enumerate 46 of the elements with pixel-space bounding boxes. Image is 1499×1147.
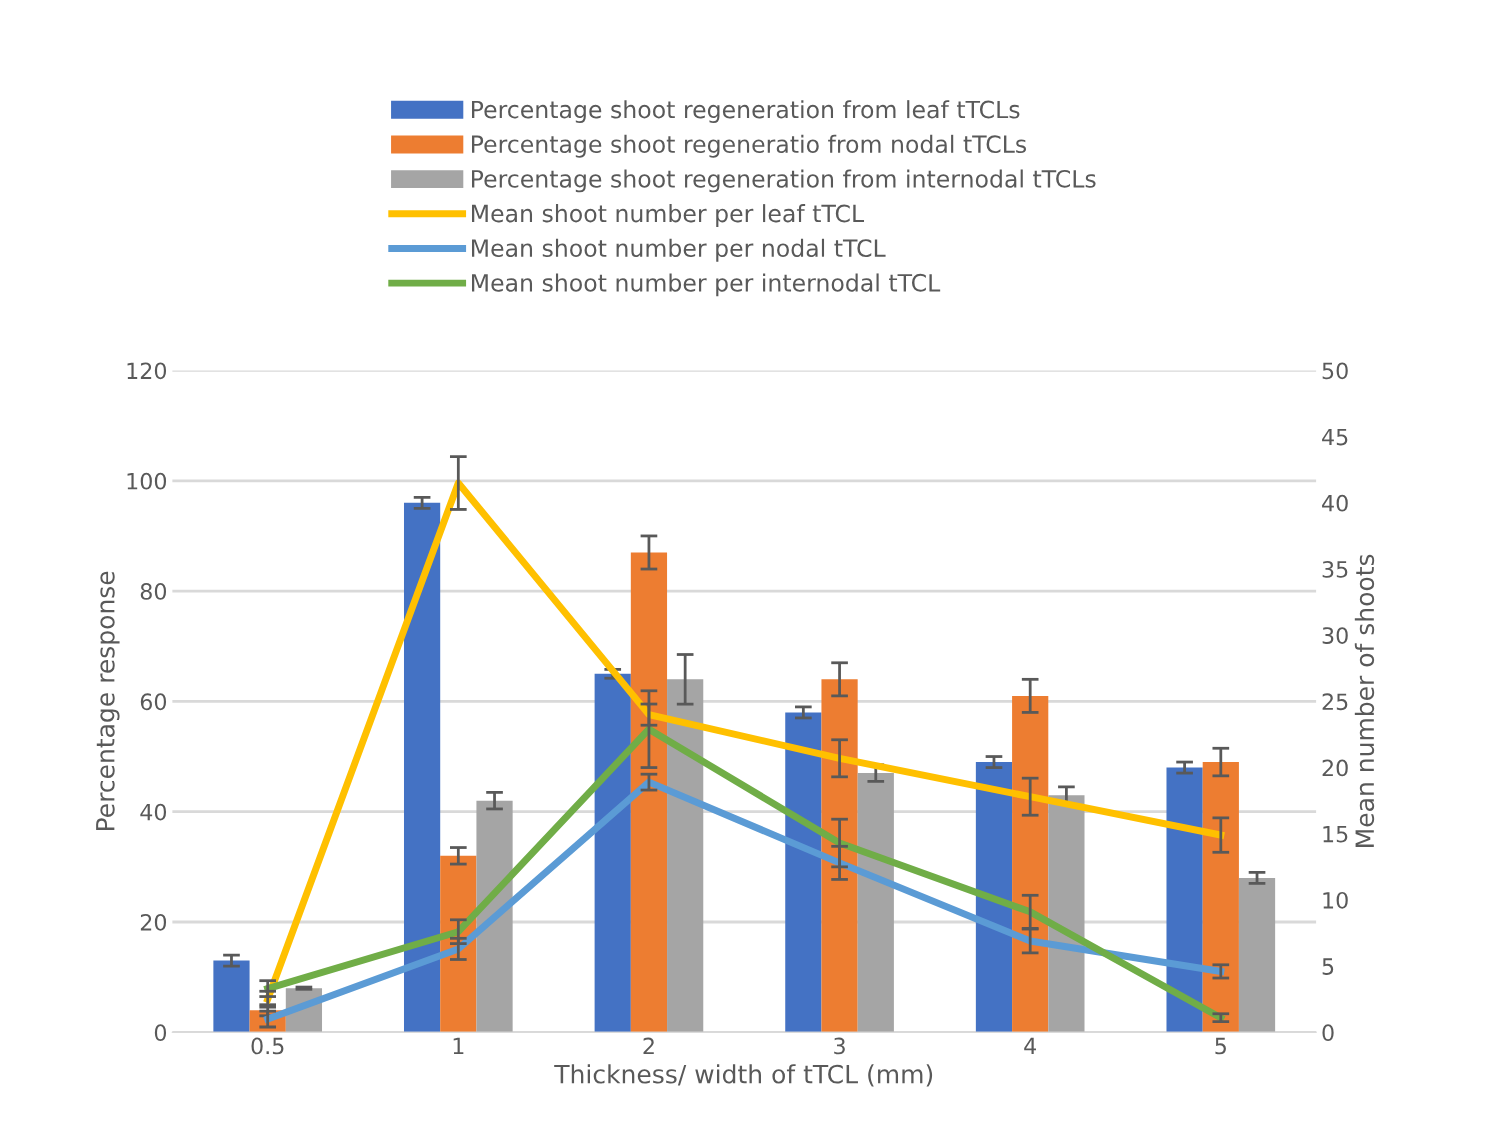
y-tick-label: 100 [127, 472, 167, 490]
x-tick-label: 4 [1024, 1037, 1037, 1055]
x-tick-label: 2 [643, 1037, 654, 1055]
x-tick-label: 1 [453, 1037, 464, 1055]
y2-tick-label: 40 [1322, 494, 1348, 512]
y2-tick-label: 35 [1322, 560, 1348, 578]
y2-tick-label: 0 [1322, 1024, 1334, 1042]
bar [1238, 877, 1276, 1033]
y-axis-title: Percentage response [96, 571, 120, 830]
legend-label: Mean shoot number per internodal tTCL [472, 273, 941, 297]
y-tick-label: 60 [140, 693, 167, 711]
legend-label: Percentage shoot regeneratio from nodal tTCLs [472, 134, 1027, 158]
bar [785, 712, 822, 1033]
y-tick-label: 80 [140, 583, 167, 600]
y2-tick-label: 25 [1322, 693, 1348, 711]
y2-tick-label: 50 [1322, 362, 1348, 380]
bar [1202, 762, 1239, 1033]
x-tick-label: 0.5 [251, 1037, 284, 1055]
bar [594, 673, 631, 1033]
x-tick-label: 5 [1215, 1037, 1226, 1055]
bar [667, 679, 704, 1033]
y-tick-label: 20 [140, 913, 167, 931]
y2-tick-label: 10 [1323, 891, 1348, 909]
y-tick-label: 0 [154, 1024, 167, 1042]
y2-tick-label: 20 [1322, 759, 1348, 777]
legend-label: Percentage shoot regeneration from internodal tTCLs [472, 169, 1096, 193]
bar [975, 762, 1013, 1033]
y2-tick-label: 30 [1322, 627, 1348, 644]
x-tick-label: 3 [834, 1037, 845, 1055]
legend-label: Percentage shoot regeneration from leaf tTCLs [472, 100, 1020, 123]
y2-tick-label: 5 [1322, 958, 1334, 975]
bar [213, 960, 250, 1033]
bar [857, 773, 894, 1033]
bar [1166, 767, 1203, 1033]
bar [403, 502, 441, 1033]
y2-tick-label: 15 [1323, 826, 1348, 843]
bar [821, 679, 858, 1033]
legend-label: Mean shoot number per nodal tTCL [472, 238, 886, 262]
y2-tick-label: 45 [1322, 428, 1348, 446]
y2-axis-title: Mean number of shoots [1354, 554, 1375, 847]
y-tick-label: 120 [127, 362, 167, 380]
bar [1048, 795, 1085, 1033]
legend-label: Mean shoot number per leaf tTCL [472, 204, 865, 227]
y-tick-label: 40 [140, 803, 167, 821]
bar [476, 800, 513, 1033]
x-axis-title: Thickness/ width of tTCL (mm) [554, 1064, 933, 1087]
